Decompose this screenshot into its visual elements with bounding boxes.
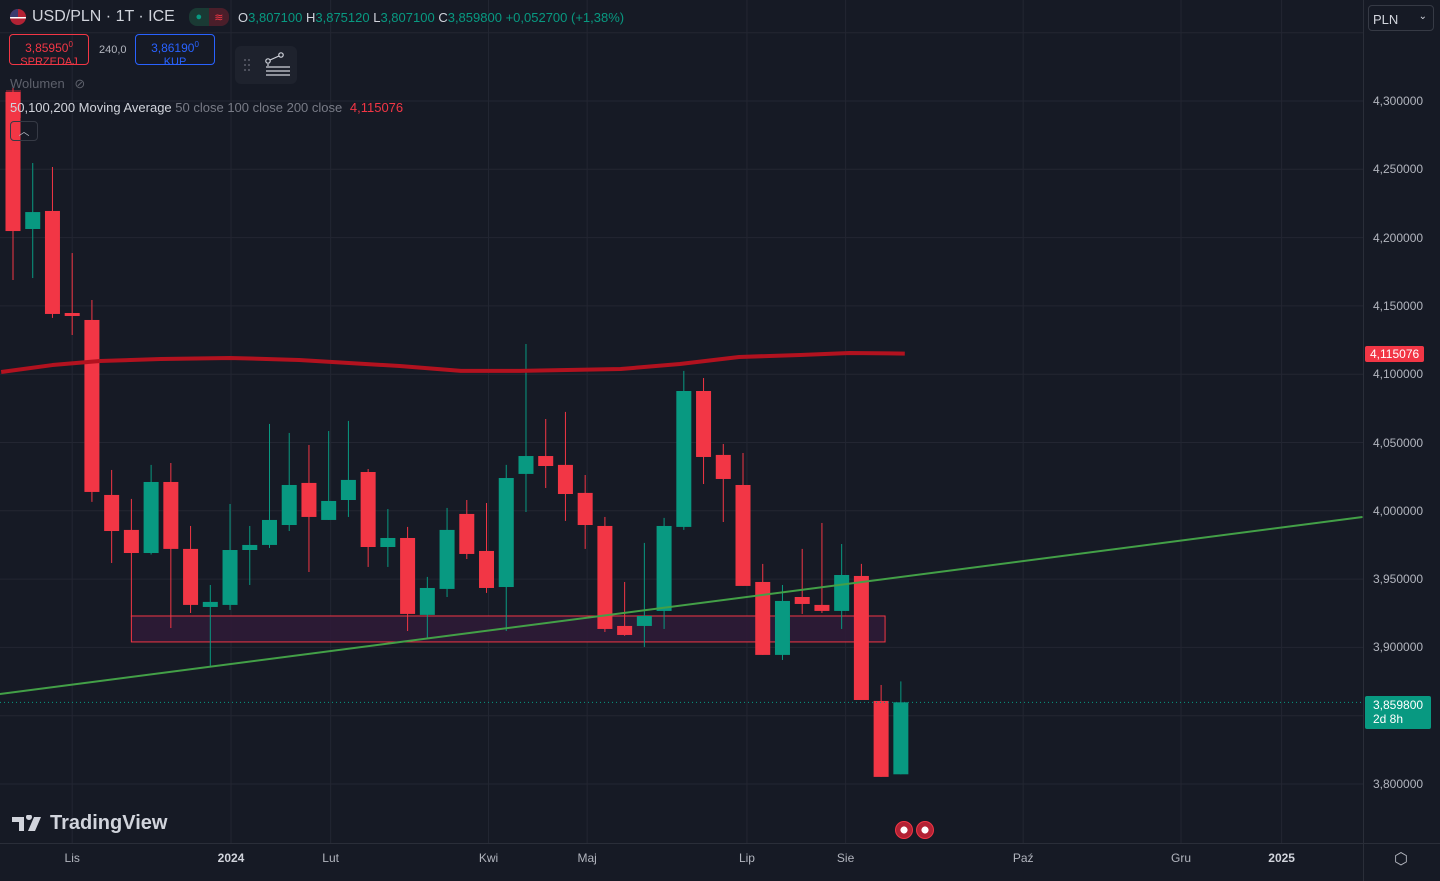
candle-down [400,537,416,614]
buy-button[interactable]: 3,861900 KUP [135,34,215,68]
symbol-title[interactable]: USD/PLN · 1T · ICE [32,8,175,25]
candle-down [696,391,712,457]
candle-up [636,615,652,626]
price-axis-label: 4,150000 [1373,298,1424,313]
currency-select[interactable]: PLN ⌄ [1368,5,1434,31]
time-axis-label: 2024 [217,851,245,865]
candle-up [518,456,534,474]
time-axis-label: Maj [577,851,597,865]
price-axis-label: 4,000000 [1373,503,1424,518]
price-axis-label: 4,300000 [1373,94,1424,108]
price-axis-label: 4,250000 [1373,162,1424,177]
price-axis-label: 4,050000 [1373,435,1424,450]
candle-down [755,581,771,655]
time-axis-label: Sie [836,851,855,865]
volume-indicator[interactable]: Wolumen ⊘ [10,76,86,91]
price-axis-label: 4,200000 [1373,230,1424,245]
ma200-line [0,351,905,374]
drawing-toolbar[interactable] [235,46,297,84]
candle-down [44,210,60,314]
candle-up [261,519,277,545]
candle-up [281,484,297,526]
candle-up [774,600,790,655]
sell-button[interactable]: 3,859500 SPRZEDAJ [9,34,89,68]
settings-gear-icon[interactable]: ⬡ [1394,851,1408,868]
market-status-pill[interactable]: ● ≋ [188,8,229,26]
candle-up [419,587,435,615]
ma-price-tag: 4,115076 [1365,346,1425,362]
candle-up [498,478,514,588]
candle-down [597,525,613,629]
candle-down [163,481,179,549]
economic-event-icon[interactable] [916,821,934,839]
candle-down [735,484,751,586]
chevron-down-icon: ⌄ [1418,11,1427,22]
chevron-up-icon: ︿ [18,126,30,138]
candle-up [242,544,258,551]
time-axis-label: Lut [322,851,339,865]
time-axis-label: Kwi [478,851,499,865]
candle-down [794,596,810,604]
candle-down [853,575,869,700]
candle-down [183,548,199,605]
trend-line [0,515,1363,695]
support-zone-rectangle [130,615,886,643]
ohlc-values: O3,807100 H3,875120 L3,807100 C3,859800 … [238,10,625,25]
candle-down [459,513,475,554]
time-axis-label: Lip [738,851,755,865]
candle-up [25,212,41,229]
spread-value: 240,0 [99,44,127,56]
candle-down [104,494,120,532]
candle-up [202,601,218,607]
us-flag-icon [10,9,26,25]
time-axis-label: Paź [1012,851,1034,865]
candle-up [321,500,337,520]
candle-down [123,529,139,554]
economic-event-icon[interactable] [895,821,913,839]
time-axis-label: 2025 [1268,851,1295,865]
candle-up [656,525,672,611]
tradingview-logo-icon [12,814,41,831]
time-axis-label: Lis [64,851,80,865]
market-open-icon: ● [188,8,209,26]
candle-down [873,700,889,777]
candle-up [222,550,238,605]
trend-line-tool-icon[interactable] [235,46,297,84]
candle-down [538,456,554,466]
candle-down [557,464,573,494]
candle-up [676,391,692,527]
candle-up [143,481,159,554]
candle-up [340,479,356,501]
candle-up [439,529,455,589]
candle-down [301,482,317,517]
tradingview-logo[interactable]: TradingView [12,812,167,835]
candle-down [64,313,80,317]
candle-down [360,472,376,547]
price-axis-label: 4,100000 [1373,367,1424,382]
candle-down [5,91,21,232]
price-axis-label: 3,900000 [1373,640,1424,655]
candle-down [814,604,830,611]
candle-up [380,537,396,547]
candle-down [715,454,731,479]
candle-up [834,575,850,611]
candle-up [893,702,909,775]
moving-average-legend[interactable]: 50,100,200 Moving Average 50 close 100 c… [10,100,404,115]
price-axis-label: 3,800000 [1373,777,1424,791]
last-price-tag: 3,859800 2d 8h [1365,696,1432,729]
symbol-legend: USD/PLN · 1T · ICE ● ≋ [10,8,229,26]
time-axis-label: Gru [1171,851,1192,865]
candle-down [577,492,593,526]
collapse-legend-button[interactable]: ︿ [10,121,38,141]
candle-down [479,550,495,588]
candle-down [617,625,633,635]
hidden-eye-icon[interactable]: ⊘ [74,76,86,91]
delayed-data-icon: ≋ [208,8,229,26]
candle-down [84,319,100,492]
price-axis-label: 3,950000 [1373,572,1424,587]
